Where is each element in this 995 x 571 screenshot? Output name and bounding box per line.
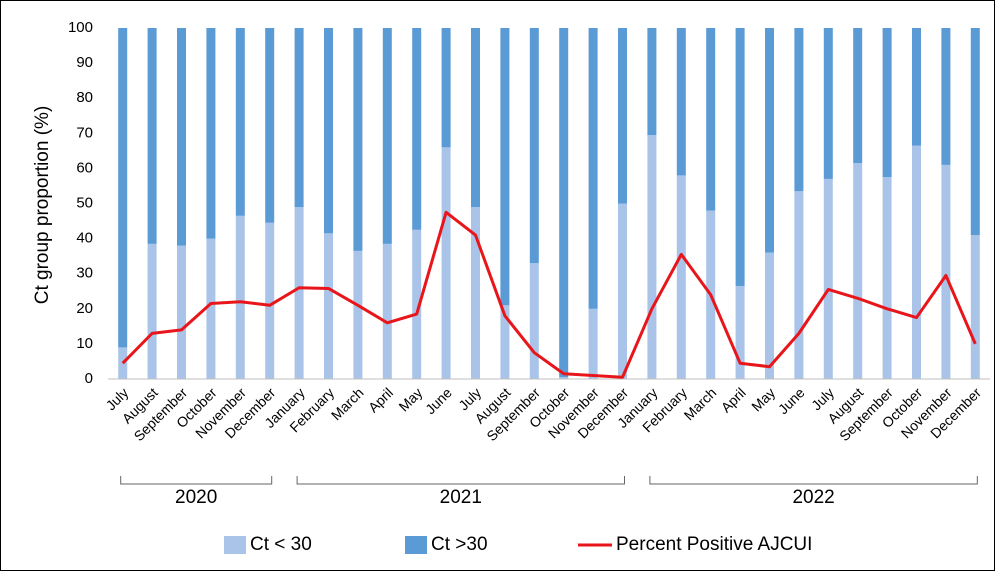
legend-label: Ct < 30 (250, 534, 312, 555)
bar-segment (147, 243, 157, 379)
bar-segment (118, 347, 128, 379)
bar-segment (294, 207, 304, 379)
bar-segment (206, 238, 216, 379)
bar-segment (882, 28, 892, 178)
bar-segment (177, 28, 186, 246)
x-tick-label: April (718, 384, 749, 415)
legend-label: Ct >30 (431, 534, 488, 555)
bar-segment (735, 285, 745, 379)
bar-segment (676, 28, 686, 176)
x-tick-label: May (748, 384, 778, 414)
bar-segment (147, 28, 157, 244)
bar-segment (294, 28, 304, 208)
bar-segment (500, 28, 510, 306)
bar-segment (382, 28, 392, 244)
bar-segment (735, 28, 745, 286)
x-tick-label: March (681, 384, 720, 423)
legend-swatch (405, 536, 427, 554)
legend-label: Percent Positive AJCUI (616, 534, 812, 555)
line-series (121, 210, 977, 379)
bar-segment (588, 308, 598, 379)
bar-segment (500, 305, 510, 379)
bar-segment (559, 377, 569, 379)
x-tick-label: June (775, 384, 808, 417)
bar-segment (941, 164, 951, 379)
y-axis-label: Ct group proportion (%) (32, 106, 53, 305)
bar-segment (559, 28, 569, 378)
bar-segment (412, 28, 422, 230)
bar-segment (823, 178, 833, 379)
bar-segment (765, 252, 774, 379)
bar-segment (794, 28, 804, 192)
bar-segment (706, 28, 716, 211)
group-label: 2021 (440, 487, 482, 508)
y-tick-label: 10 (76, 335, 93, 352)
bar-segment (618, 203, 627, 379)
bar-segment (177, 245, 186, 379)
bar-segment (353, 250, 363, 379)
bar-segment (647, 28, 657, 136)
bar-segment (265, 222, 275, 379)
bar-segment (412, 229, 422, 379)
bar-segment (970, 235, 980, 379)
x-tick-label: April (365, 384, 396, 415)
bar-segment (529, 28, 539, 264)
bar-segment (676, 175, 686, 379)
y-tick-label: 40 (76, 230, 93, 247)
group-bracket (120, 476, 273, 485)
bar-segment (265, 28, 275, 223)
legend-swatch (224, 536, 246, 554)
bar-segment (941, 28, 951, 165)
y-tick-label: 20 (76, 300, 93, 317)
x-tick-label: March (328, 384, 367, 423)
bar-segment (382, 243, 392, 379)
bar-segment (235, 28, 245, 216)
bar-segment (118, 28, 128, 348)
bar-segment (324, 28, 333, 234)
bar-segment (794, 191, 804, 379)
bar-segment (912, 145, 921, 379)
bar-segment (765, 28, 774, 253)
bar-segment (618, 28, 627, 204)
group-bracket (649, 476, 978, 485)
bar-segment (441, 147, 451, 379)
y-tick-label: 30 (76, 265, 93, 282)
y-tick-label: 50 (76, 194, 93, 211)
group-label: 2020 (175, 487, 217, 508)
group-label: 2022 (792, 487, 834, 508)
bar-segment (882, 177, 892, 379)
bar-segment (529, 263, 539, 379)
y-tick-label: 60 (76, 159, 93, 176)
bar-segment (823, 28, 833, 179)
bar-segment (471, 207, 480, 379)
y-tick-label: 100 (68, 19, 93, 36)
y-tick-label: 0 (85, 370, 93, 387)
x-tick-label: June (422, 384, 455, 417)
y-tick-label: 90 (76, 54, 93, 71)
bar-segment (235, 215, 245, 379)
bar-segment (353, 28, 363, 251)
bar-segment (853, 28, 863, 164)
bar-segment (588, 28, 598, 309)
bar-segment (471, 28, 480, 208)
y-tick-label: 70 (76, 124, 93, 141)
bar-segment (206, 28, 216, 239)
bar-segment (970, 28, 980, 236)
y-tick-label: 80 (76, 89, 93, 106)
bar-segment (324, 233, 333, 379)
group-bracket (296, 476, 625, 485)
bar-segment (912, 28, 921, 146)
x-tick-label: May (395, 384, 425, 414)
bar-segment (441, 28, 451, 148)
bar-segment (853, 163, 863, 379)
bar-segment (647, 135, 657, 379)
